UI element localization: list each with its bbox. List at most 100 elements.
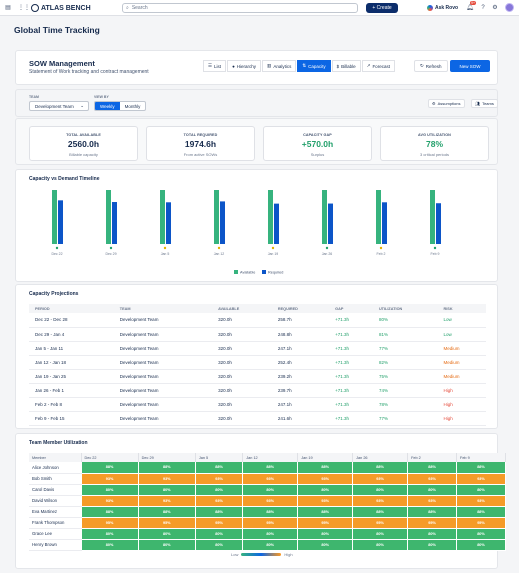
- heatmap-cell[interactable]: 80%: [242, 484, 299, 496]
- bar-required-3[interactable]: [220, 201, 225, 244]
- app-switcher-icon[interactable]: ⋮⋮: [18, 5, 30, 11]
- heatmap-cell[interactable]: 88%: [456, 506, 506, 518]
- view-tab-analytics[interactable]: ▥ Analytics: [262, 60, 297, 72]
- heatmap-cell[interactable]: 93%: [242, 473, 299, 485]
- heatmap-cell[interactable]: 88%: [297, 506, 354, 518]
- heatmap-cell[interactable]: 80%: [81, 528, 139, 540]
- sidebar-toggle-icon[interactable]: ▤: [5, 5, 11, 11]
- ask-rovo-button[interactable]: Ask Rovo: [427, 3, 458, 13]
- heatmap-cell[interactable]: 80%: [297, 539, 354, 551]
- heatmap-cell[interactable]: 93%: [81, 473, 139, 485]
- bar-required-5[interactable]: [328, 203, 333, 244]
- bar-available-1[interactable]: [106, 190, 111, 244]
- bar-required-4[interactable]: [274, 203, 279, 244]
- heatmap-cell[interactable]: 80%: [407, 484, 457, 496]
- heatmap-cell[interactable]: 93%: [407, 473, 457, 485]
- heatmap-cell[interactable]: 88%: [138, 506, 196, 518]
- heatmap-cell[interactable]: 88%: [195, 506, 244, 518]
- heatmap-cell[interactable]: 93%: [297, 473, 354, 485]
- heatmap-cell[interactable]: 93%: [195, 473, 244, 485]
- heatmap-cell[interactable]: 80%: [352, 539, 409, 551]
- heatmap-cell[interactable]: 93%: [407, 495, 457, 507]
- heatmap-cell[interactable]: 93%: [352, 495, 409, 507]
- heatmap-cell[interactable]: 93%: [456, 473, 506, 485]
- heatmap-cell[interactable]: 93%: [352, 473, 409, 485]
- heatmap-cell[interactable]: 95%: [297, 517, 354, 529]
- team-select[interactable]: Development Team ⌄: [29, 101, 89, 111]
- heatmap-cell[interactable]: 88%: [352, 506, 409, 518]
- brand-logo[interactable]: ATLAS BENCH: [31, 3, 91, 13]
- heatmap-cell[interactable]: 80%: [138, 484, 196, 496]
- monthly-toggle-button[interactable]: Monthly: [124, 103, 141, 109]
- heatmap-cell[interactable]: 88%: [138, 462, 196, 474]
- heatmap-cell[interactable]: 95%: [242, 517, 299, 529]
- bar-available-2[interactable]: [160, 190, 165, 244]
- heatmap-cell[interactable]: 80%: [407, 539, 457, 551]
- bar-required-0[interactable]: [58, 200, 63, 244]
- heatmap-cell[interactable]: 93%: [138, 495, 196, 507]
- new-sow-button[interactable]: New SOW: [450, 60, 490, 72]
- view-tab-hierarchy[interactable]: ● Hierarchy: [227, 60, 262, 72]
- heatmap-cell[interactable]: 95%: [407, 517, 457, 529]
- heatmap-cell[interactable]: 88%: [297, 462, 354, 474]
- heatmap-cell[interactable]: 88%: [407, 462, 457, 474]
- heatmap-cell[interactable]: 80%: [352, 484, 409, 496]
- bar-required-2[interactable]: [166, 202, 171, 244]
- notifications-bell-icon[interactable]: 🔔︎ 9+: [466, 1, 476, 11]
- heatmap-cell[interactable]: 93%: [242, 495, 299, 507]
- heatmap-cell[interactable]: 88%: [242, 506, 299, 518]
- heatmap-cell[interactable]: 80%: [456, 484, 506, 496]
- heatmap-cell[interactable]: 88%: [81, 506, 139, 518]
- heatmap-cell[interactable]: 80%: [456, 539, 506, 551]
- view-tab-capacity[interactable]: ⇅ Capacity: [297, 60, 331, 72]
- heatmap-cell[interactable]: 80%: [195, 539, 244, 551]
- heatmap-cell[interactable]: 80%: [242, 539, 299, 551]
- heatmap-cell[interactable]: 95%: [456, 517, 506, 529]
- heatmap-cell[interactable]: 95%: [352, 517, 409, 529]
- heatmap-cell[interactable]: 88%: [352, 462, 409, 474]
- bar-available-4[interactable]: [268, 190, 273, 244]
- heatmap-cell[interactable]: 93%: [195, 495, 244, 507]
- create-button[interactable]: + Create: [366, 3, 398, 13]
- bar-required-1[interactable]: [112, 202, 117, 244]
- heatmap-cell[interactable]: 95%: [195, 517, 244, 529]
- bar-required-7[interactable]: [436, 203, 441, 244]
- heatmap-cell[interactable]: 95%: [138, 517, 196, 529]
- refresh-button[interactable]: ↻ Refresh: [414, 60, 448, 72]
- weekly-toggle-button[interactable]: Weekly: [95, 102, 120, 110]
- teams-button[interactable]: 👥︎ Teams: [471, 99, 498, 108]
- bar-available-6[interactable]: [376, 190, 381, 244]
- heatmap-cell[interactable]: 93%: [456, 495, 506, 507]
- heatmap-cell[interactable]: 80%: [81, 484, 139, 496]
- heatmap-cell[interactable]: 93%: [138, 473, 196, 485]
- heatmap-cell[interactable]: 80%: [138, 539, 196, 551]
- heatmap-cell[interactable]: 80%: [242, 528, 299, 540]
- bar-available-5[interactable]: [322, 190, 327, 244]
- heatmap-cell[interactable]: 80%: [138, 528, 196, 540]
- heatmap-cell[interactable]: 80%: [297, 528, 354, 540]
- heatmap-cell[interactable]: 80%: [407, 528, 457, 540]
- view-tab-list[interactable]: ☰ List: [203, 60, 227, 72]
- heatmap-cell[interactable]: 88%: [407, 506, 457, 518]
- bar-available-0[interactable]: [52, 190, 57, 244]
- assumptions-button[interactable]: ⚙ Assumptions: [428, 99, 465, 108]
- heatmap-cell[interactable]: 80%: [352, 528, 409, 540]
- search-input[interactable]: ⌕ Search: [122, 3, 358, 13]
- settings-gear-icon[interactable]: ⚙: [492, 5, 498, 11]
- heatmap-cell[interactable]: 80%: [456, 528, 506, 540]
- heatmap-cell[interactable]: 80%: [195, 484, 244, 496]
- heatmap-cell[interactable]: 88%: [81, 462, 139, 474]
- heatmap-cell[interactable]: 88%: [195, 462, 244, 474]
- heatmap-cell[interactable]: 93%: [81, 495, 139, 507]
- heatmap-cell[interactable]: 80%: [195, 528, 244, 540]
- heatmap-cell[interactable]: 93%: [297, 495, 354, 507]
- help-icon[interactable]: ?: [481, 5, 485, 11]
- heatmap-cell[interactable]: 80%: [81, 539, 139, 551]
- bar-available-7[interactable]: [430, 190, 435, 244]
- heatmap-cell[interactable]: 80%: [297, 484, 354, 496]
- view-tab-billable[interactable]: $ Billable: [331, 60, 361, 72]
- bar-required-6[interactable]: [382, 202, 387, 244]
- view-tab-forecast[interactable]: ↗ Forecast: [361, 60, 395, 72]
- heatmap-cell[interactable]: 95%: [81, 517, 139, 529]
- heatmap-cell[interactable]: 88%: [456, 462, 506, 474]
